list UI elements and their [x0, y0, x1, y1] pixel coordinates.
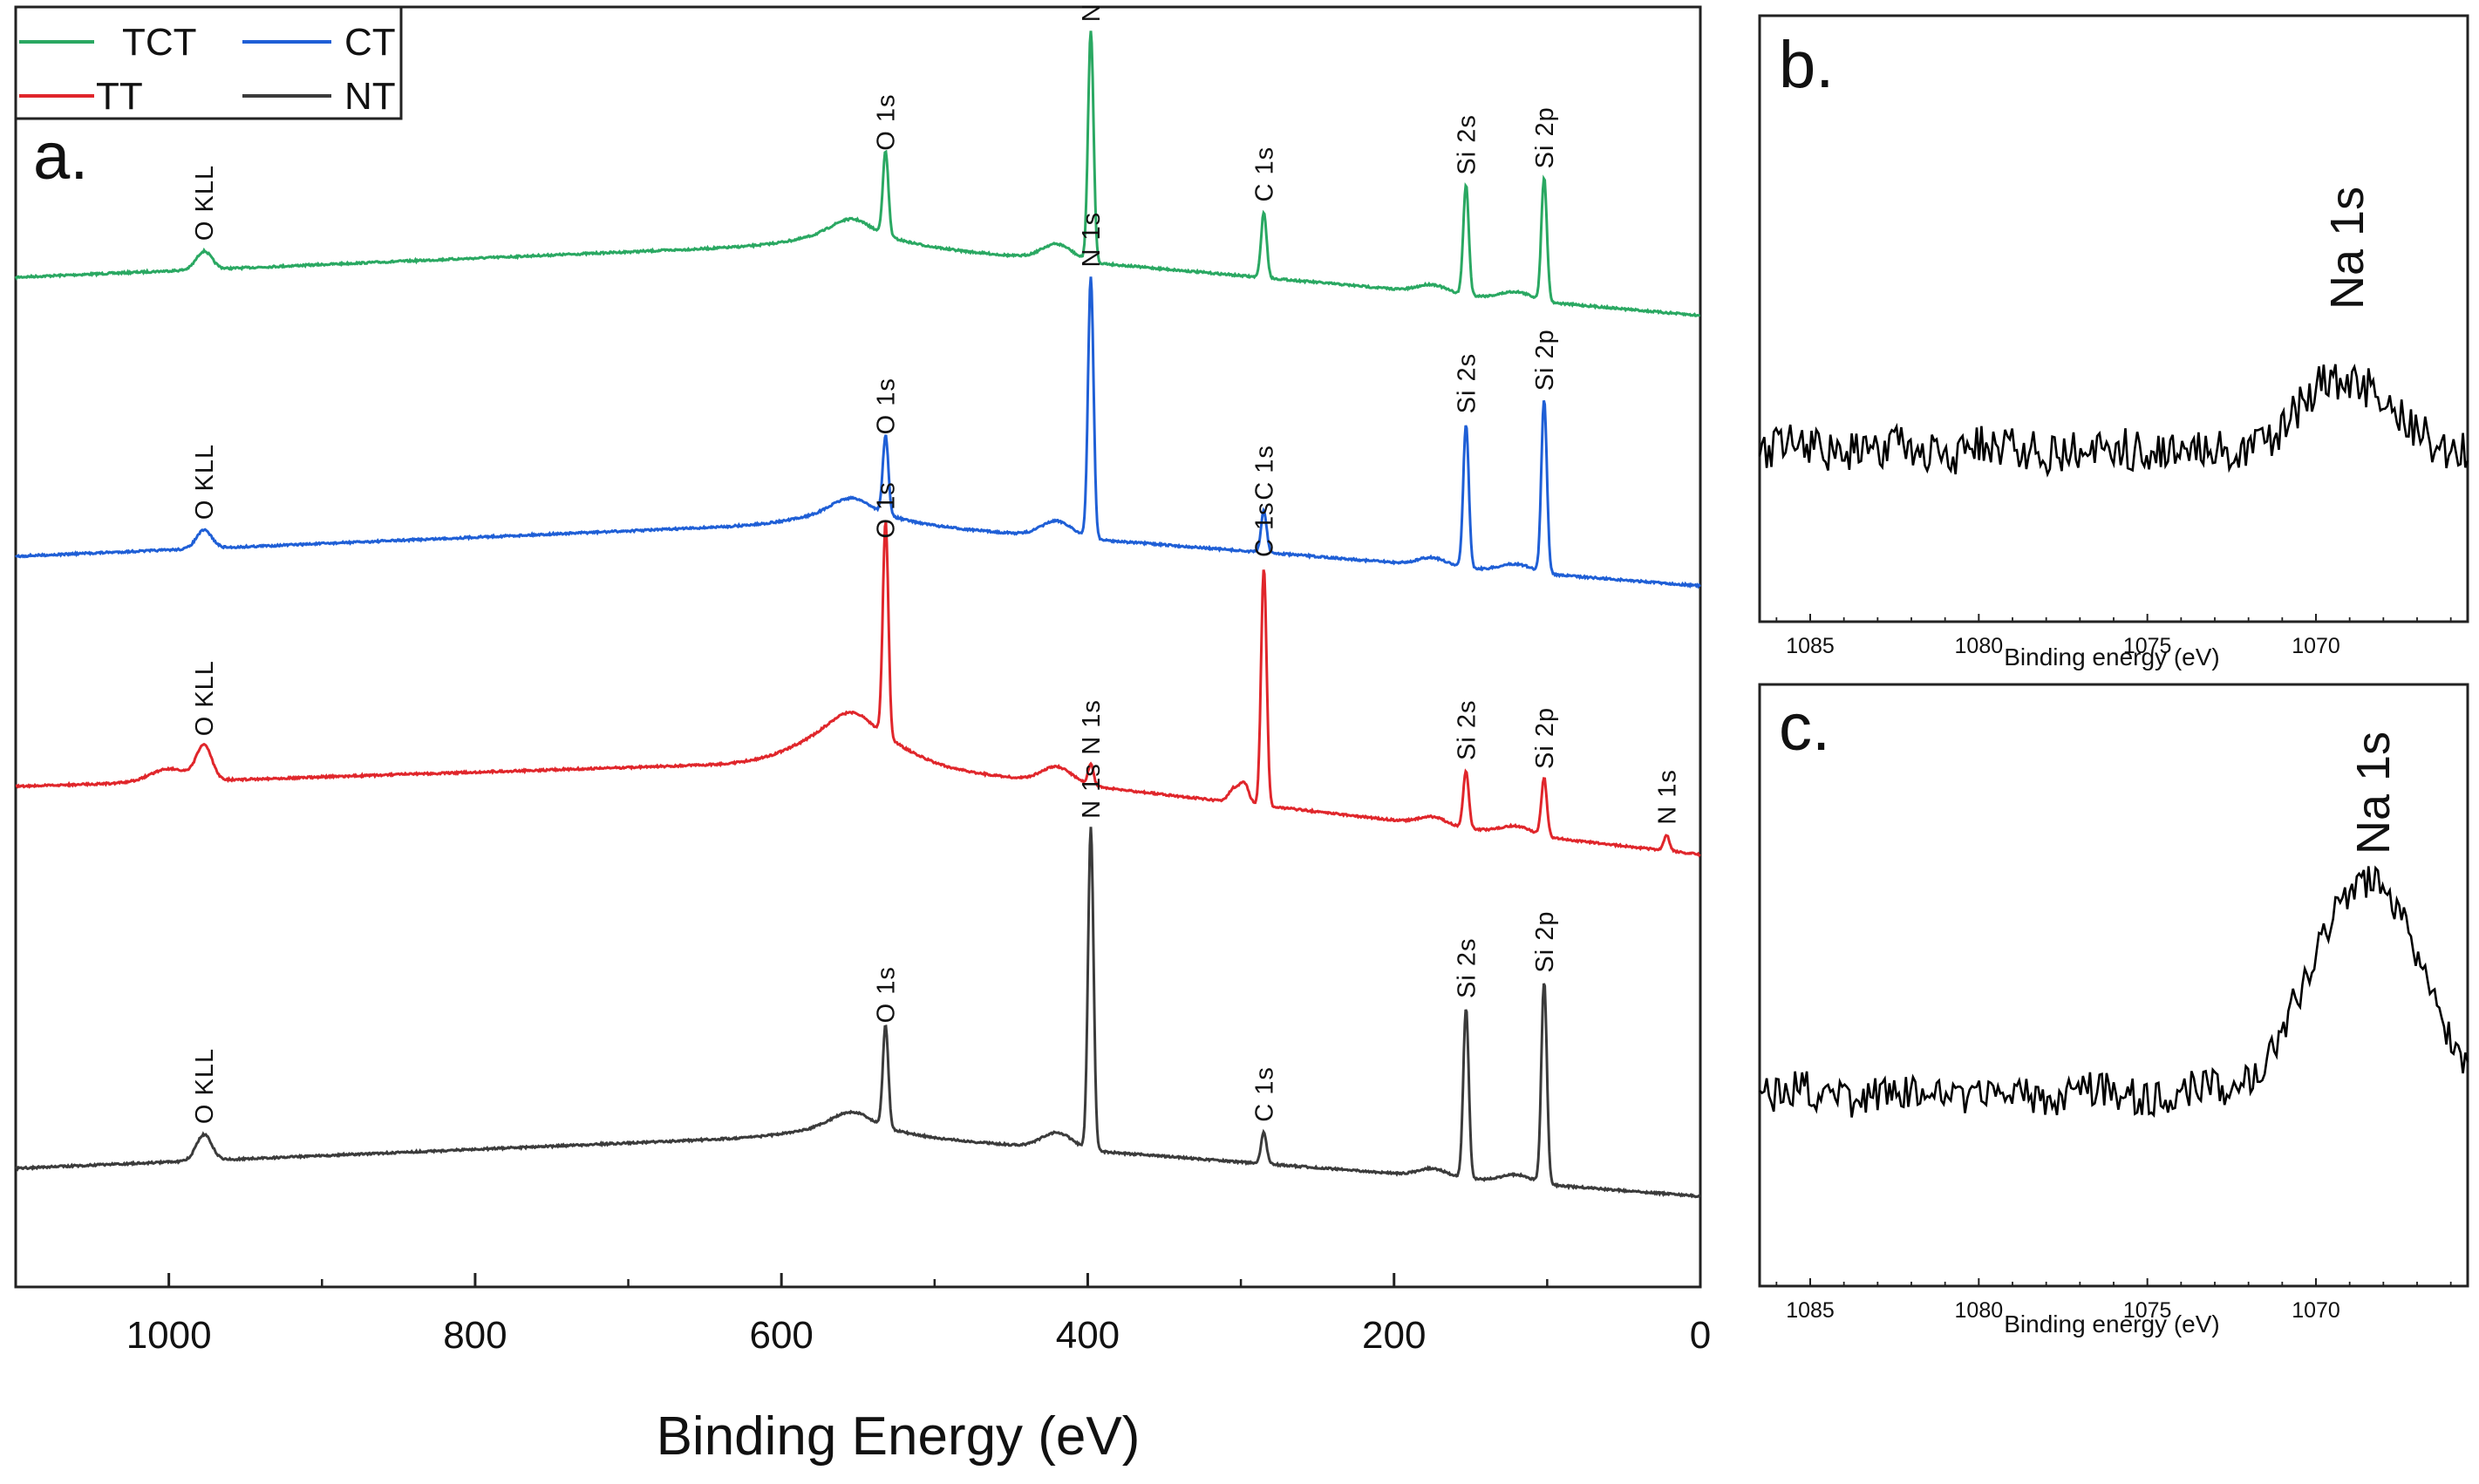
panel-a-frame — [14, 5, 1702, 1289]
a-tick-label: 0 — [1690, 1314, 1711, 1357]
peak-label-tt: O 1s — [873, 481, 901, 538]
na-tick-label: 1075 — [2123, 1298, 2172, 1323]
legend: TCT CT TT NT — [14, 5, 403, 120]
peak-label-tct: Si 2p — [1531, 106, 1559, 168]
panel-c-x-axis-title: Binding energy (eV) — [2004, 1310, 2219, 1338]
panel-b-x-axis-title: Binding energy (eV) — [2004, 643, 2219, 671]
panel-b-letter: b. — [1779, 28, 1834, 102]
peak-label-tt: O KLL — [191, 660, 219, 736]
legend-box — [14, 5, 403, 120]
peak-label-ct: C 1s — [1250, 445, 1278, 500]
panel-a-x-axis-title: Binding Energy (eV) — [657, 1406, 1141, 1467]
peak-label-tt: Si 2p — [1531, 707, 1559, 769]
na-tick-label: 1070 — [2292, 634, 2340, 658]
legend-label-tct: TCT — [122, 21, 197, 64]
a-tick-label: 600 — [749, 1314, 813, 1357]
na-tick-label: 1085 — [1786, 1298, 1835, 1323]
series-tct — [14, 31, 1701, 317]
peak-label-nt: N 1s — [1078, 763, 1106, 819]
na-tick-label: 1085 — [1786, 634, 1835, 658]
peak-label-tct: O KLL — [191, 165, 219, 241]
peak-label-tct: N 1s — [1078, 0, 1106, 22]
peak-label-nt: Si 2s — [1453, 938, 1481, 998]
panel-c-na1s: c. 1085 1080 1075 1070 Na 1s Binding energy… — [1758, 683, 2469, 1338]
na-tick-label: 1070 — [2292, 1298, 2340, 1323]
na-tick-label: 1080 — [1955, 1298, 2004, 1323]
peak-label-ct: O 1s — [873, 378, 901, 434]
a-tick-label: 400 — [1056, 1314, 1120, 1357]
panel-a-x-ticks: 1000 800 600 400 200 0 — [14, 1273, 1711, 1357]
peak-label-ct: N 1s — [1078, 212, 1106, 268]
panel-b-na1s-label: Na 1s — [2321, 187, 2373, 310]
series-ct — [14, 276, 1701, 589]
panel-b-x-ticks: 1085 1080 1075 1070 — [1775, 614, 2452, 658]
panel-c-x-ticks: 1085 1080 1075 1070 — [1775, 1278, 2452, 1323]
peak-label-tct: O 1s — [873, 93, 901, 150]
legend-label-nt: NT — [344, 75, 396, 118]
peak-label-tt: N 1s — [1653, 769, 1681, 825]
peak-label-ct: Si 2p — [1531, 329, 1559, 391]
peak-label-nt: Si 2p — [1531, 910, 1559, 972]
legend-label-ct: CT — [344, 21, 396, 64]
na-tick-label: 1075 — [2123, 634, 2172, 658]
na-tick-label: 1080 — [1955, 634, 2004, 658]
peak-label-ct: Si 2s — [1453, 353, 1481, 413]
panel-b-na1s: b. 1085 1080 1075 1070 Na 1s Binding energy… — [1758, 14, 2469, 671]
peak-label-tct: C 1s — [1250, 146, 1278, 202]
panel-b-frame — [1758, 14, 2469, 623]
panel-b-spectrum — [1758, 364, 2469, 478]
a-tick-label: 800 — [443, 1314, 507, 1357]
peak-label-ct: O KLL — [191, 444, 219, 520]
panel-c-letter: c. — [1779, 691, 1830, 765]
peak-label-tt: C 1s — [1250, 501, 1278, 557]
peak-label-tt: N 1s — [1078, 699, 1106, 755]
a-tick-label: 1000 — [126, 1314, 212, 1357]
peak-label-nt: O KLL — [191, 1048, 219, 1124]
series-nt — [15, 827, 1701, 1199]
panel-a-peak-labels: O KLL O 1s N 1s C 1s Si 2s Si 2p O KLL O 1s N 1s… — [191, 0, 1681, 1124]
panel-a-survey-spectra: a. 1000 800 600 400 200 0 O KLL O 1s N 1s C 1s Si… — [14, 0, 1711, 1467]
peak-label-nt: O 1s — [873, 966, 901, 1023]
series-tt — [15, 521, 1701, 858]
panel-c-na1s-label: Na 1s — [2347, 732, 2400, 854]
peak-label-nt: C 1s — [1250, 1066, 1278, 1122]
peak-label-tt: Si 2s — [1453, 700, 1481, 760]
panel-a-letter: a. — [33, 119, 88, 194]
a-tick-label: 200 — [1362, 1314, 1426, 1357]
panel-a-spectra — [14, 31, 1701, 1199]
legend-label-tt: TT — [96, 75, 143, 118]
panel-c-spectrum — [1759, 865, 2469, 1118]
peak-label-tct: Si 2s — [1453, 114, 1481, 174]
